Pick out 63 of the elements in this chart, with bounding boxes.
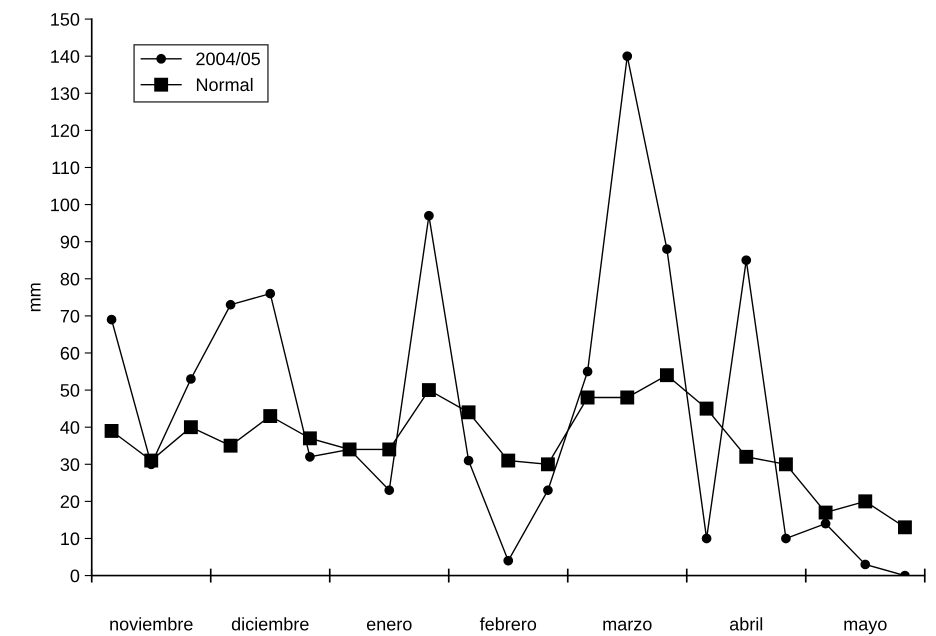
y-tick-label: 120 bbox=[51, 124, 80, 138]
x-tick-label: mayo bbox=[844, 620, 887, 634]
x-tick-label: febrero bbox=[480, 617, 536, 631]
y-tick-label: 100 bbox=[51, 198, 80, 212]
point bbox=[778, 457, 793, 472]
point bbox=[858, 494, 872, 508]
legend-label: 2004/05 bbox=[196, 52, 260, 66]
point bbox=[263, 409, 278, 423]
y-tick-label: 90 bbox=[60, 236, 80, 248]
point bbox=[662, 244, 672, 254]
y-tick-label: 70 bbox=[60, 310, 80, 323]
point bbox=[543, 485, 553, 496]
y-tick-label: 50 bbox=[60, 384, 80, 397]
point bbox=[104, 424, 119, 438]
y-tick-label: 80 bbox=[60, 272, 80, 286]
y-tick-label: 20 bbox=[60, 495, 80, 508]
point bbox=[422, 383, 436, 398]
point bbox=[660, 368, 674, 382]
point bbox=[700, 402, 714, 416]
y-axis-title: mm bbox=[30, 283, 40, 312]
legend-label: Normal bbox=[196, 78, 252, 92]
y-tick-label: 40 bbox=[60, 421, 80, 434]
point bbox=[781, 534, 791, 544]
point bbox=[580, 390, 595, 404]
y-tick-label: 110 bbox=[52, 161, 80, 174]
y-tick-label: 30 bbox=[60, 458, 80, 471]
point bbox=[860, 560, 870, 570]
y-tick-label: 0 bbox=[70, 570, 80, 582]
x-tick-label: enero bbox=[366, 620, 412, 631]
y-tick-label: 140 bbox=[51, 50, 80, 63]
point bbox=[818, 506, 833, 520]
point bbox=[462, 405, 476, 420]
point bbox=[622, 51, 632, 62]
point bbox=[540, 457, 555, 472]
x-tick-label: marzo bbox=[603, 620, 652, 631]
point bbox=[265, 288, 276, 298]
point bbox=[224, 438, 238, 453]
point bbox=[620, 390, 634, 404]
point bbox=[739, 450, 754, 464]
point bbox=[741, 255, 752, 266]
point bbox=[106, 314, 116, 324]
point bbox=[184, 420, 198, 434]
point bbox=[186, 374, 196, 384]
point bbox=[302, 431, 317, 446]
point bbox=[820, 518, 830, 528]
x-tick-label: noviembre bbox=[110, 617, 193, 631]
x-tick-label: abril bbox=[730, 617, 762, 631]
y-tick-label: 150 bbox=[51, 13, 80, 26]
point bbox=[501, 454, 516, 468]
point bbox=[382, 442, 396, 456]
point bbox=[226, 300, 236, 310]
y-tick-label: 130 bbox=[51, 87, 80, 100]
point bbox=[898, 520, 912, 534]
point bbox=[464, 456, 474, 466]
point bbox=[424, 210, 434, 221]
y-tick-label: 10 bbox=[61, 532, 80, 546]
point bbox=[503, 556, 514, 566]
point bbox=[582, 366, 592, 376]
point bbox=[305, 452, 315, 462]
point bbox=[702, 534, 712, 544]
y-tick-label: 60 bbox=[60, 346, 80, 360]
x-tick-label: diciembre bbox=[232, 617, 309, 631]
point bbox=[384, 485, 394, 496]
